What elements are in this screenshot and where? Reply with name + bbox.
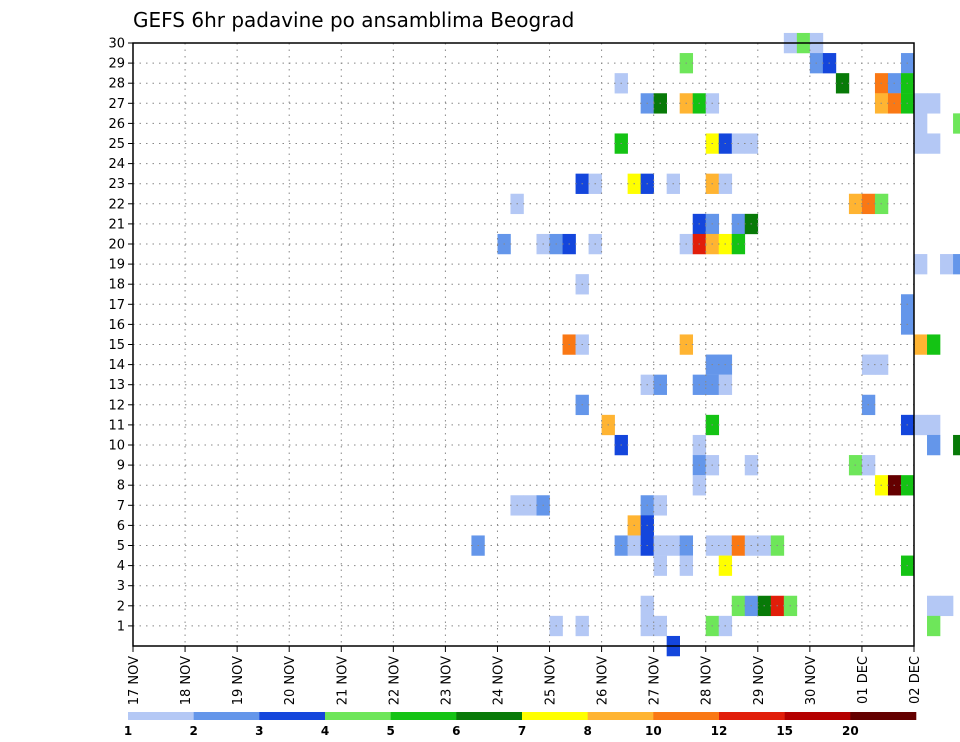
colorbar-swatch-1: [193, 712, 260, 720]
y-tick-label-7: 7: [117, 499, 125, 514]
x-tick-label-0: 17 NOV: [127, 656, 142, 705]
cell-m1-157: [927, 615, 941, 637]
y-tick-label-18: 18: [108, 278, 125, 293]
y-axis: 1234567891011121314151617181920212223242…: [108, 37, 133, 634]
x-tick-label-11: 28 NOV: [700, 656, 715, 705]
cell-m10-104: [953, 434, 960, 456]
y-tick-label-11: 11: [108, 418, 125, 433]
colorbar-label-8: 10: [645, 724, 662, 738]
grid-layer: [133, 42, 914, 646]
colorbar-swatch-3: [325, 712, 391, 720]
x-tick-label-2: 19 NOV: [231, 656, 246, 705]
colorbar-swatch-0: [128, 712, 194, 720]
cell-m2-149: [927, 595, 941, 617]
x-tick-label-5: 22 NOV: [387, 656, 402, 705]
y-tick-label-17: 17: [108, 298, 125, 313]
colorbar-label-1: 2: [189, 724, 197, 738]
y-tick-label-21: 21: [108, 217, 125, 232]
x-tick-label-15: 02 DEC: [908, 656, 923, 704]
colorbar-swatch-4: [390, 712, 457, 720]
colorbar-label-11: 20: [842, 724, 859, 738]
colorbar-label-9: 12: [711, 724, 728, 738]
y-tick-label-5: 5: [117, 539, 125, 554]
cell-m2-150: [940, 595, 954, 617]
x-tick-label-6: 23 NOV: [439, 656, 454, 705]
colorbar-swatch-6: [522, 712, 588, 720]
colorbar-label-4: 5: [386, 724, 394, 738]
colorbar-swatch-7: [587, 712, 654, 720]
cell-m19-70: [953, 254, 960, 275]
colorbar-swatch-10: [784, 712, 851, 720]
y-tick-label-25: 25: [108, 137, 125, 152]
cells-layer: [471, 32, 960, 657]
x-tick-label-3: 20 NOV: [283, 656, 298, 705]
y-tick-label-4: 4: [117, 559, 125, 574]
colorbar-label-2: 3: [255, 724, 263, 738]
x-tick-label-8: 25 NOV: [544, 656, 559, 705]
y-tick-label-2: 2: [117, 599, 125, 614]
y-tick-label-16: 16: [108, 318, 125, 333]
cell-m27-28: [914, 93, 928, 114]
x-tick-label-1: 18 NOV: [179, 656, 194, 705]
y-tick-label-24: 24: [108, 157, 125, 172]
colorbar-swatch-2: [259, 712, 326, 720]
cell-m25-41: [914, 133, 928, 154]
y-tick-label-15: 15: [108, 338, 125, 353]
y-tick-label-14: 14: [108, 358, 125, 373]
chart-title: GEFS 6hr padavine po ansamblima Beograd: [133, 8, 574, 32]
colorbar-label-0: 1: [124, 724, 132, 738]
y-tick-label-9: 9: [117, 459, 125, 474]
colorbar-label-7: 8: [583, 724, 591, 738]
cell-m26-31: [953, 113, 960, 134]
y-tick-label-12: 12: [108, 398, 125, 413]
y-tick-label-13: 13: [108, 378, 125, 393]
cell-m19-69: [940, 254, 954, 275]
y-tick-label-8: 8: [117, 479, 125, 494]
x-tick-label-14: 01 DEC: [856, 656, 871, 704]
cell-m15-80: [914, 334, 928, 355]
cell-m25-42: [927, 133, 941, 154]
cell-m26-30: [914, 113, 928, 134]
cell-m15-81: [927, 334, 941, 355]
x-tick-label-13: 30 NOV: [804, 656, 819, 705]
x-tick-label-12: 29 NOV: [752, 656, 767, 705]
y-tick-label-29: 29: [108, 57, 125, 72]
colorbar-swatch-8: [653, 712, 720, 720]
colorbar-label-10: 15: [776, 724, 793, 738]
y-tick-label-27: 27: [108, 97, 125, 112]
y-tick-label-20: 20: [108, 238, 125, 253]
y-tick-label-23: 23: [108, 177, 125, 192]
x-tick-label-4: 21 NOV: [335, 656, 350, 705]
colorbar-legend: 1 2 3 4 5 6 7 8 10 12 15 20: [124, 712, 917, 738]
cell-m11-99: [914, 414, 928, 436]
y-tick-label-19: 19: [108, 258, 125, 273]
y-tick-label-10: 10: [108, 439, 125, 454]
y-tick-label-26: 26: [108, 117, 125, 132]
y-tick-label-30: 30: [108, 37, 125, 52]
cell-m11-100: [927, 414, 941, 436]
y-tick-label-22: 22: [108, 197, 125, 212]
colorbar-swatch-5: [456, 712, 523, 720]
y-tick-label-28: 28: [108, 77, 125, 92]
colorbar-swatch-9: [719, 712, 785, 720]
y-tick-label-3: 3: [117, 579, 125, 594]
x-tick-label-10: 27 NOV: [648, 656, 663, 705]
colorbar-swatch-11: [850, 712, 917, 720]
y-tick-label-6: 6: [117, 519, 125, 534]
x-tick-label-9: 26 NOV: [596, 656, 611, 705]
colorbar-label-5: 6: [452, 724, 460, 738]
y-tick-label-1: 1: [117, 619, 125, 634]
cell-m10-103: [927, 434, 941, 456]
colorbar-label-6: 7: [518, 724, 526, 738]
cell-m27-29: [927, 93, 941, 114]
x-axis: 17 NOV 18 NOV 19 NOV 20 NOV 21 NOV 22 NOV 23 N…: [127, 646, 923, 705]
x-tick-label-7: 24 NOV: [491, 656, 506, 705]
cell-m19-68: [914, 254, 928, 275]
colorbar-label-3: 4: [321, 724, 329, 738]
